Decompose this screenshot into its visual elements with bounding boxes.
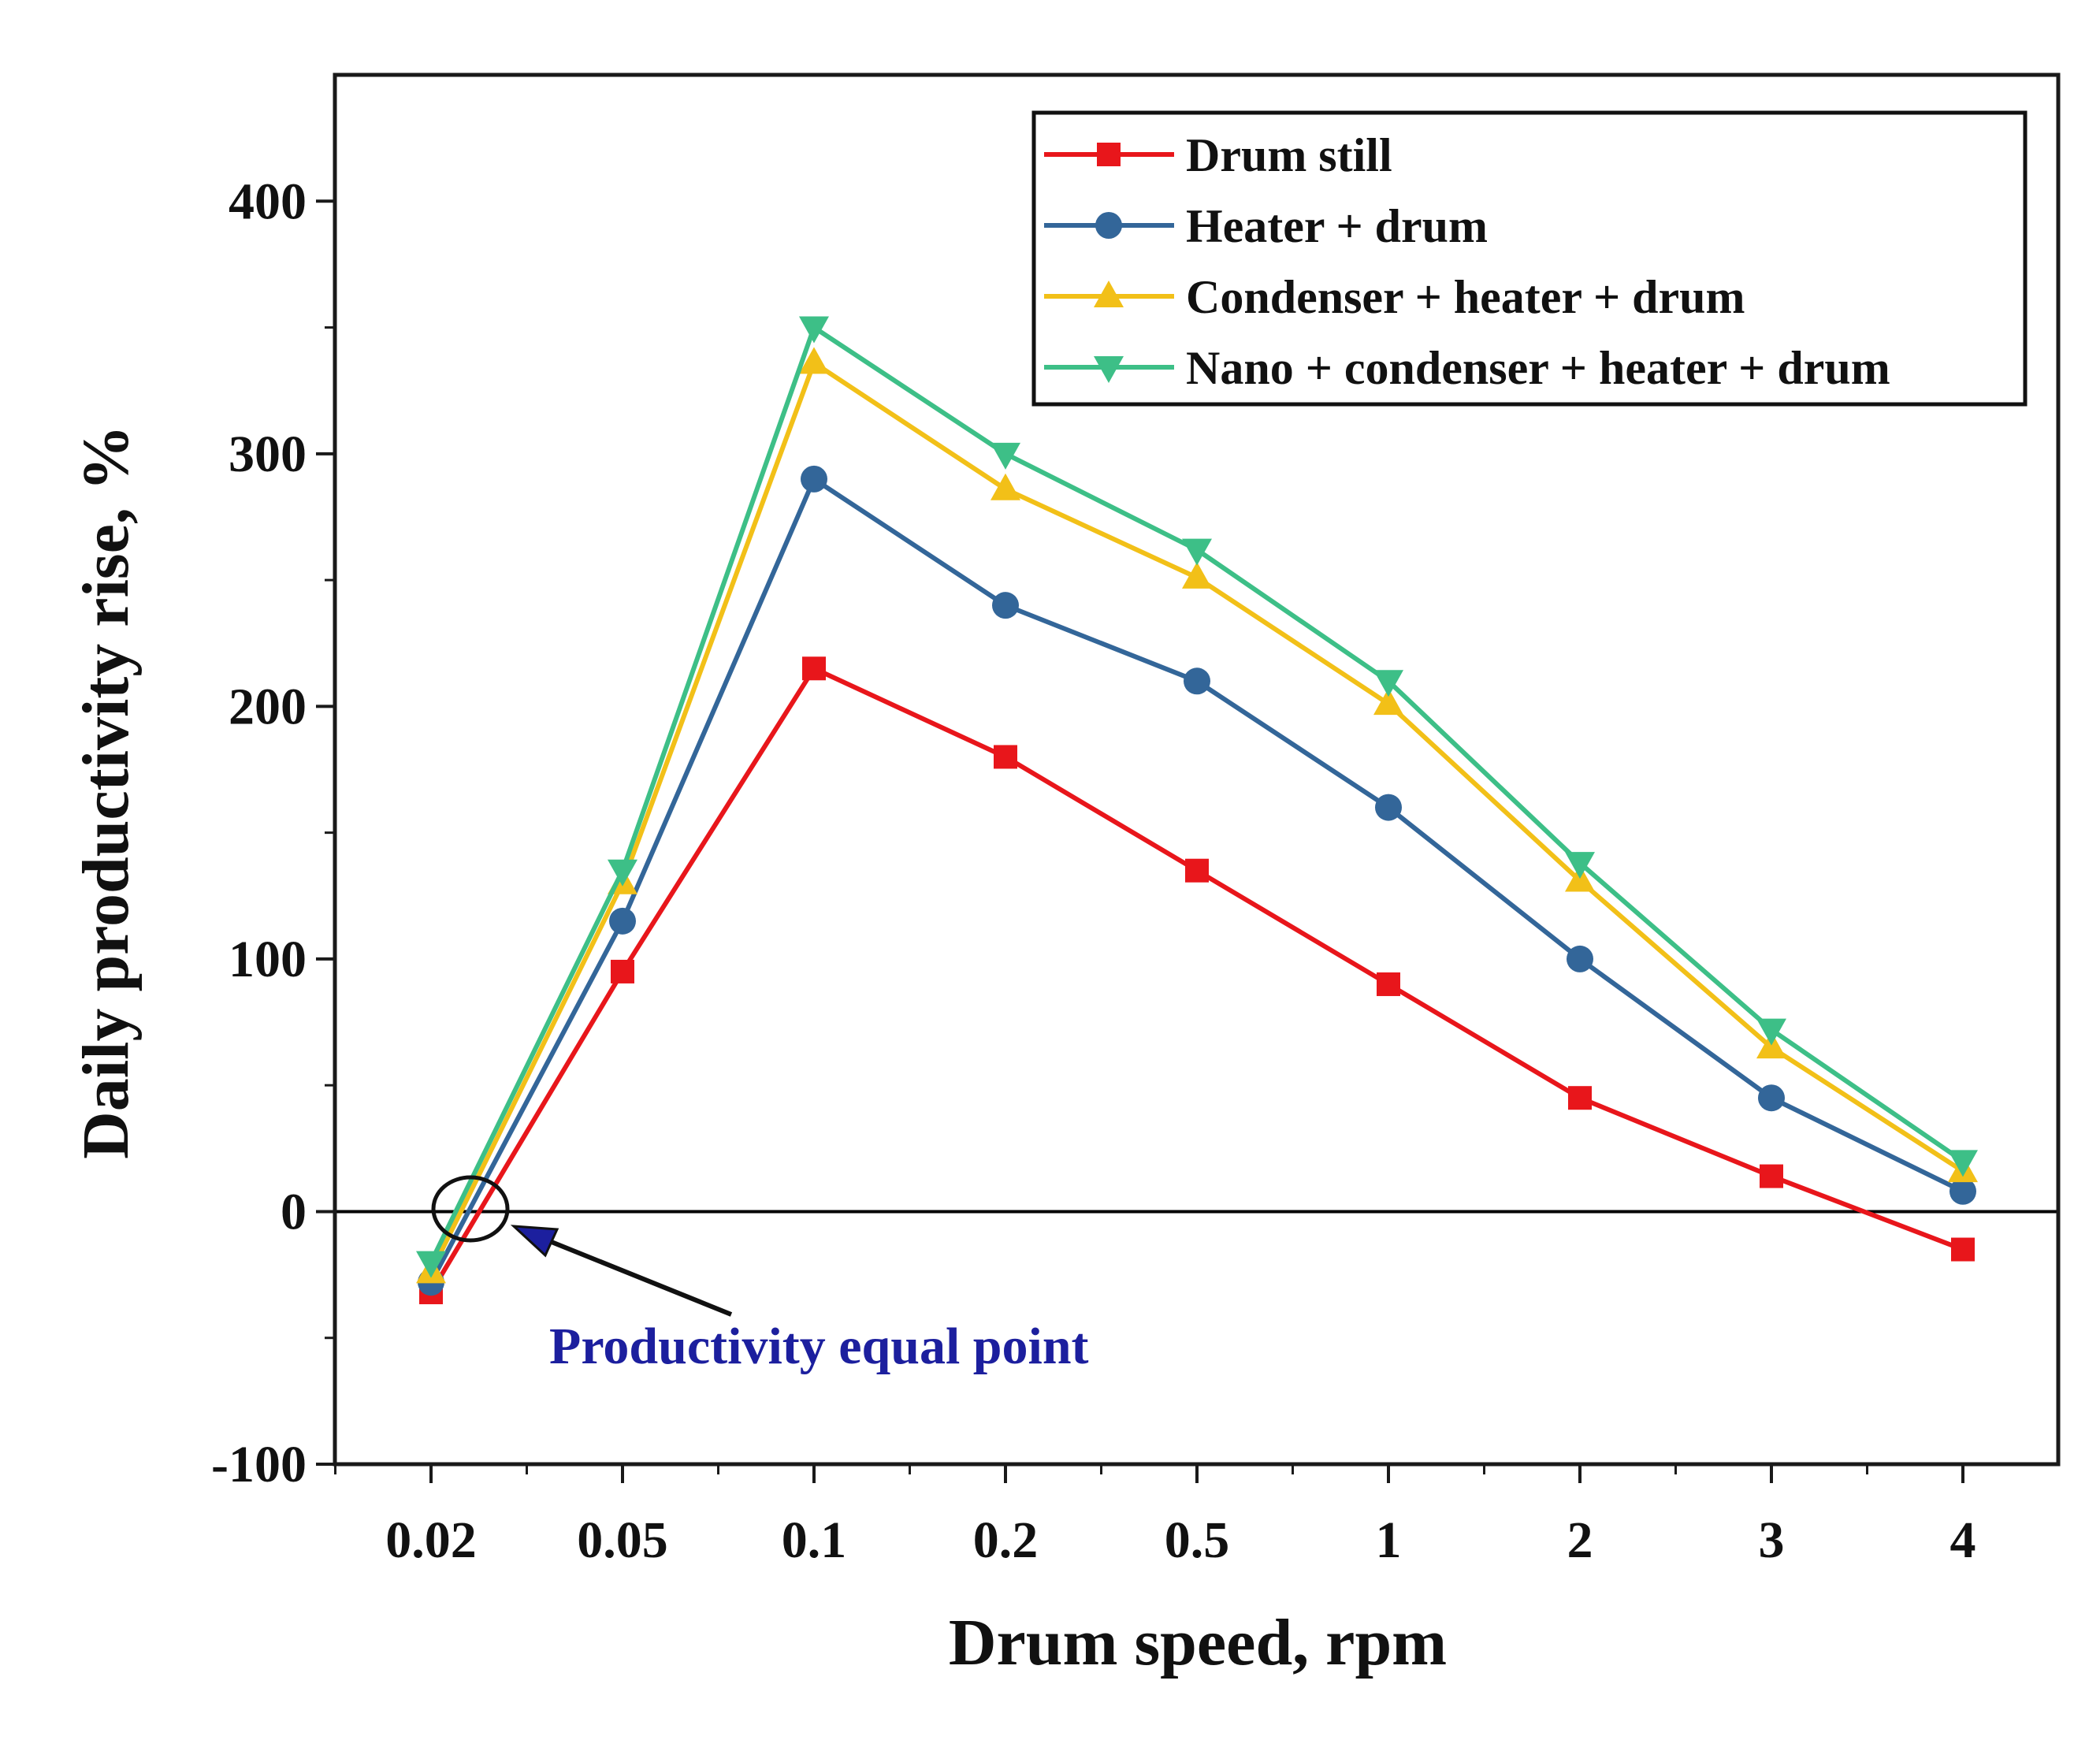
data-point bbox=[611, 959, 634, 983]
legend-item: Condenser + heater + drum bbox=[1044, 271, 1745, 323]
y-tick-label: 400 bbox=[229, 173, 307, 230]
x-axis-title: Drum speed, rpm bbox=[949, 1606, 1447, 1679]
data-point bbox=[1375, 794, 1402, 821]
legend-label: Heater + drum bbox=[1186, 200, 1488, 252]
legend-marker-swatch bbox=[1097, 143, 1121, 166]
equal-point-annotation: Productivity equal point bbox=[431, 1175, 1089, 1375]
data-point bbox=[1756, 1018, 1786, 1046]
axis-ticks bbox=[316, 199, 1964, 1483]
data-point bbox=[1568, 1086, 1592, 1110]
x-tick-label: 0.5 bbox=[1165, 1511, 1230, 1569]
series-4 bbox=[416, 316, 1978, 1278]
data-point bbox=[1182, 538, 1212, 566]
y-tick-label: 0 bbox=[281, 1183, 307, 1240]
plot-frame bbox=[333, 72, 2061, 1467]
data-point bbox=[1951, 1237, 1975, 1262]
data-point bbox=[1373, 688, 1403, 716]
x-tick-label: 1 bbox=[1376, 1511, 1402, 1569]
y-tick-label: 200 bbox=[229, 678, 307, 735]
x-tick-label: 3 bbox=[1759, 1511, 1785, 1569]
data-point bbox=[1184, 667, 1210, 695]
equal-point-circle bbox=[431, 1175, 510, 1243]
data-point bbox=[609, 907, 636, 935]
legend-label: Nano + condenser + heater + drum bbox=[1186, 342, 1890, 394]
axes bbox=[333, 72, 2061, 1467]
x-tick-label: 0.02 bbox=[385, 1511, 477, 1569]
series-2 bbox=[418, 465, 1976, 1296]
data-point bbox=[801, 465, 827, 493]
series-1 bbox=[419, 656, 1975, 1305]
y-tick-label: 300 bbox=[229, 426, 307, 483]
legend-box bbox=[1031, 110, 2028, 407]
tick-labels: 0.02 0.05 0.1 0.2 0.5 1 2 3 4 -100 0 100 200 300 400 bbox=[211, 173, 1975, 1569]
data-point bbox=[799, 316, 829, 344]
legend-item: Drum still bbox=[1044, 129, 1392, 181]
x-tick-label: 0.05 bbox=[577, 1511, 668, 1569]
series-line bbox=[429, 360, 1964, 1273]
legend-label: Condenser + heater + drum bbox=[1186, 271, 1745, 323]
x-tick-label: 4 bbox=[1950, 1511, 1976, 1569]
annotation-arrowhead bbox=[510, 1225, 559, 1258]
data-point bbox=[992, 592, 1019, 619]
y-axis-title: Daily productivity rise, % bbox=[69, 425, 143, 1159]
legend-marker-swatch bbox=[1094, 356, 1124, 383]
y-tick-label: -100 bbox=[211, 1436, 307, 1493]
x-tick-label: 0.1 bbox=[782, 1511, 847, 1569]
legend-item: Nano + condenser + heater + drum bbox=[1044, 342, 1890, 394]
data-point bbox=[1567, 945, 1593, 972]
data-point bbox=[1185, 858, 1209, 883]
data-point bbox=[799, 347, 829, 374]
data-point bbox=[1565, 852, 1595, 879]
data-point bbox=[1760, 1164, 1783, 1188]
data-point bbox=[416, 1251, 446, 1278]
y-tick-label: 100 bbox=[229, 931, 307, 988]
annotation-arrow bbox=[542, 1236, 733, 1317]
data-point bbox=[994, 745, 1017, 769]
legend-marker-swatch bbox=[1095, 212, 1122, 239]
legend-marker-swatch bbox=[1094, 281, 1124, 307]
x-tick-label: 0.2 bbox=[973, 1511, 1039, 1569]
data-point bbox=[1949, 1177, 1976, 1205]
data-point bbox=[1373, 670, 1403, 697]
data-point bbox=[991, 473, 1020, 500]
series-3 bbox=[416, 347, 1978, 1284]
data-point bbox=[802, 656, 826, 681]
data-point bbox=[608, 859, 637, 887]
annotation-label: Productivity equal point bbox=[549, 1318, 1089, 1375]
legend-label: Drum still bbox=[1186, 129, 1392, 181]
x-tick-label: 2 bbox=[1567, 1511, 1593, 1569]
data-point bbox=[1948, 1150, 1978, 1177]
data-point bbox=[991, 442, 1020, 470]
data-point bbox=[1377, 972, 1400, 996]
series-group bbox=[416, 316, 1978, 1305]
data-point bbox=[1182, 561, 1212, 589]
legend: Drum still Heater + drum Condenser + heate… bbox=[1031, 110, 2028, 407]
series-line bbox=[429, 325, 1964, 1263]
legend-item: Heater + drum bbox=[1044, 200, 1488, 252]
data-point bbox=[1758, 1084, 1785, 1112]
